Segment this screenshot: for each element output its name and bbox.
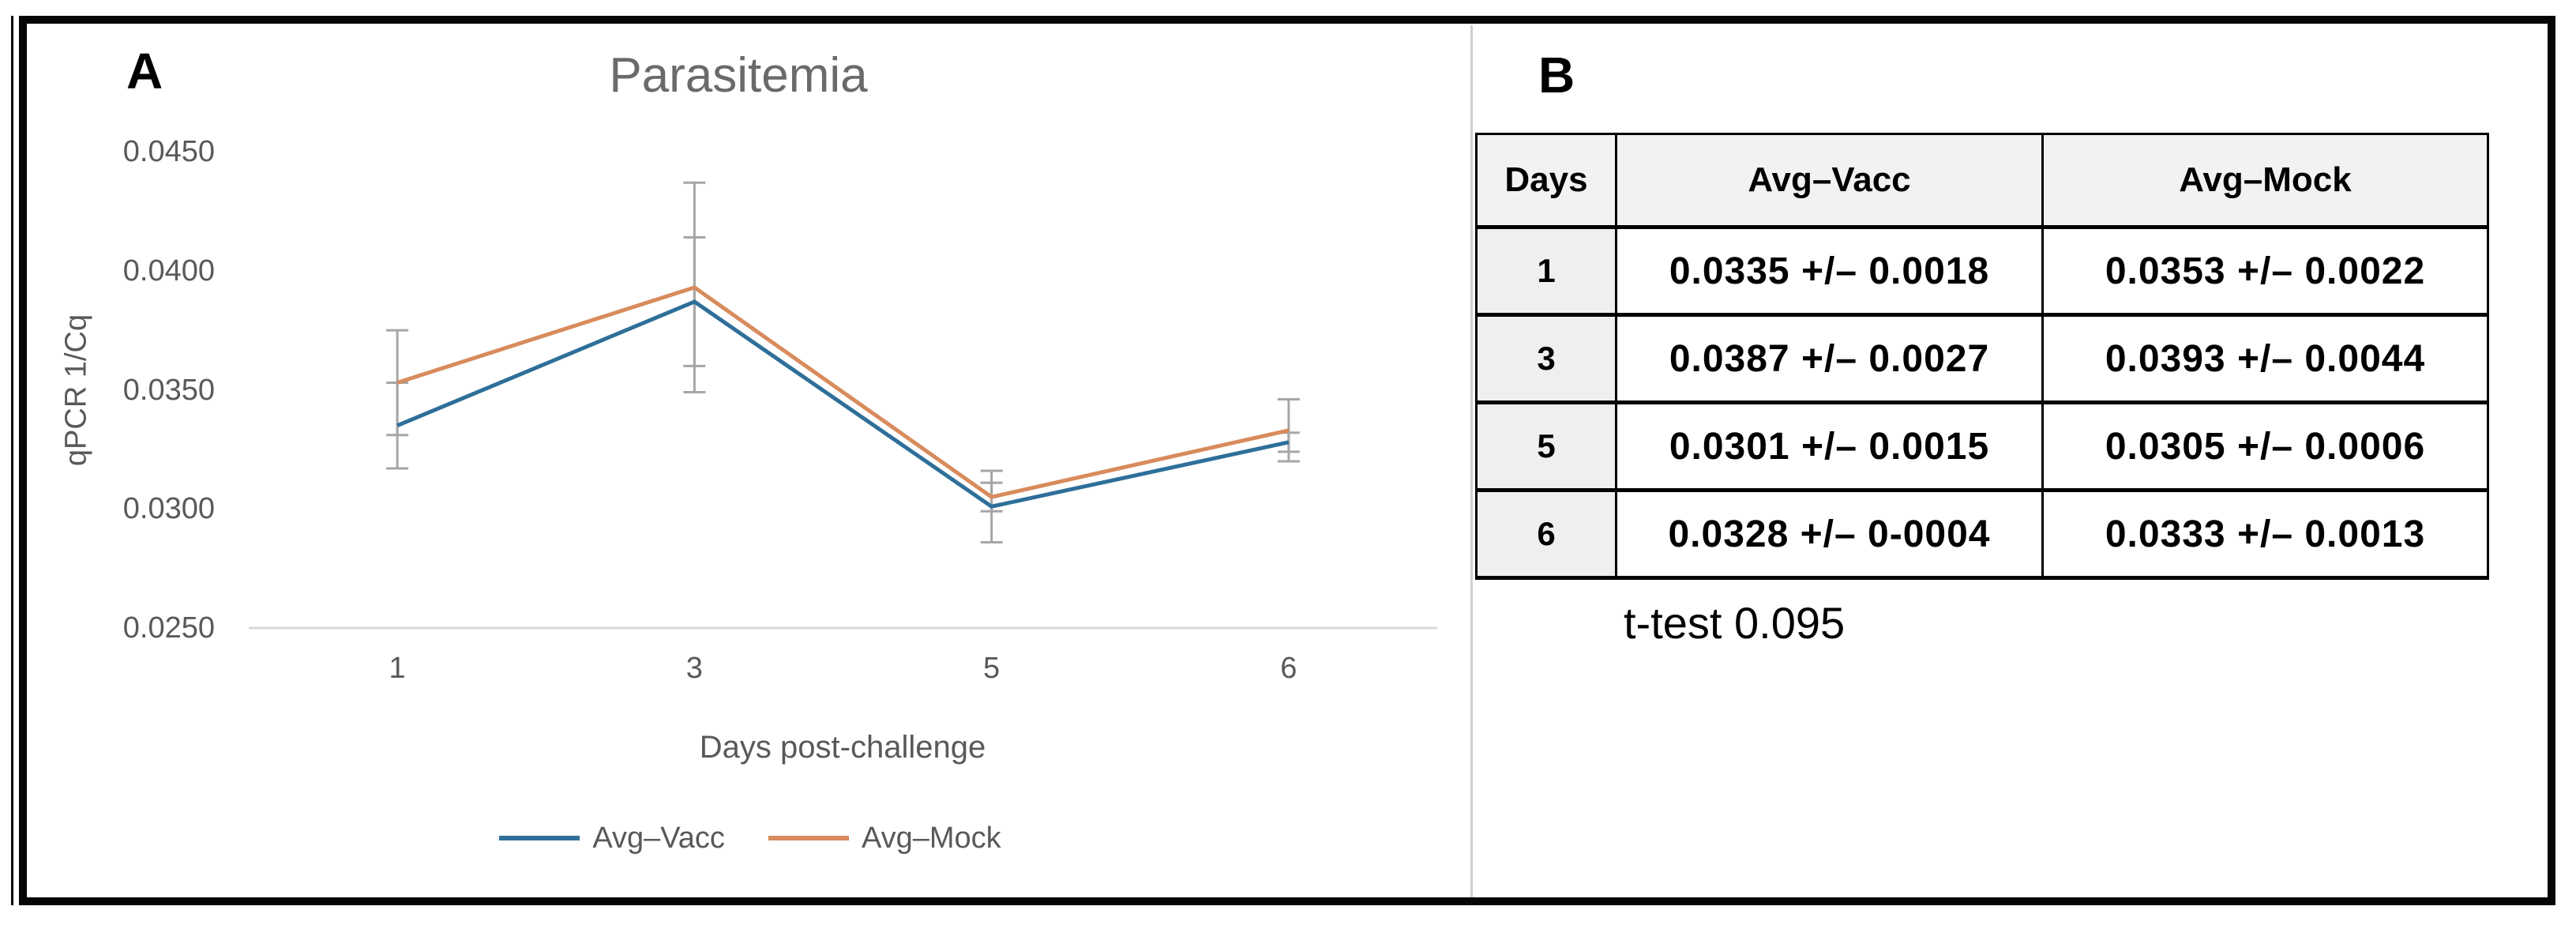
table-row: 1 0.0335 +/– 0.0018 0.0353 +/– 0.0022 [1475, 227, 2489, 317]
legend-line-swatch [768, 836, 849, 840]
figure-frame-left-line [11, 16, 13, 905]
cell-day: 6 [1475, 490, 1617, 580]
chart-title: Parasitemia [609, 48, 868, 103]
y-tick-label: 0.0450 [122, 135, 215, 168]
legend-label: Avg–Vacc [592, 821, 725, 855]
cell-day: 5 [1475, 402, 1617, 492]
cell-day: 1 [1475, 227, 1617, 317]
legend-item-avg-mock: Avg–Mock [768, 822, 1001, 855]
cell-avg-vacc: 0.0335 +/– 0.0018 [1615, 227, 2044, 317]
series-line-avg-vacc [396, 299, 1290, 509]
cell-avg-mock: 0.0393 +/– 0.0044 [2041, 314, 2489, 404]
x-tick-label: 1 [389, 652, 406, 685]
y-tick-label: 0.0350 [122, 373, 215, 407]
cell-avg-mock: 0.0305 +/– 0.0006 [2041, 402, 2489, 492]
t-test-note: t-test 0.095 [1624, 598, 1846, 648]
x-tick-label: 6 [1280, 652, 1297, 685]
table-row: 3 0.0387 +/– 0.0027 0.0393 +/– 0.0044 [1475, 314, 2489, 404]
legend-line-swatch [499, 836, 580, 840]
x-tick-label: 3 [685, 652, 703, 685]
figure-frame [19, 16, 2555, 905]
cell-avg-mock: 0.0353 +/– 0.0022 [2041, 227, 2489, 317]
column-header-avg-vacc: Avg–Vacc [1615, 133, 2044, 229]
cell-avg-vacc: 0.0328 +/– 0-0004 [1615, 490, 2044, 580]
panel-divider [1470, 25, 1473, 897]
column-header-avg-mock: Avg–Mock [2041, 133, 2489, 229]
series-line-avg-mock [396, 285, 1290, 499]
x-axis-title: Days post-challenge [699, 730, 986, 765]
cell-day: 3 [1475, 314, 1617, 404]
legend-label: Avg–Mock [861, 821, 1001, 855]
cell-avg-mock: 0.0333 +/– 0.0013 [2041, 490, 2489, 580]
y-axis-title: qPCR 1/Cq [59, 314, 93, 467]
table-header-row: Days Avg–Vacc Avg–Mock [1475, 133, 2489, 229]
table-row: 5 0.0301 +/– 0.0015 0.0305 +/– 0.0006 [1475, 402, 2489, 492]
chart-legend: Avg–Vacc Avg–Mock [316, 812, 1185, 864]
panel-a-label: A [126, 43, 163, 100]
x-tick-label: 5 [983, 652, 1001, 685]
y-tick-label: 0.0250 [122, 611, 215, 645]
column-header-days: Days [1475, 133, 1617, 229]
panel-b-label: B [1538, 47, 1575, 103]
legend-item-avg-vacc: Avg–Vacc [499, 822, 725, 855]
summary-table: Days Avg–Vacc Avg–Mock 1 0.0335 +/– 0.001… [1475, 133, 2489, 580]
cell-avg-vacc: 0.0301 +/– 0.0015 [1615, 402, 2044, 492]
cell-avg-vacc: 0.0387 +/– 0.0027 [1615, 314, 2044, 404]
y-tick-label: 0.0300 [122, 492, 215, 526]
y-tick-label: 0.0400 [122, 254, 215, 288]
table-row: 6 0.0328 +/– 0-0004 0.0333 +/– 0.0013 [1475, 490, 2489, 580]
